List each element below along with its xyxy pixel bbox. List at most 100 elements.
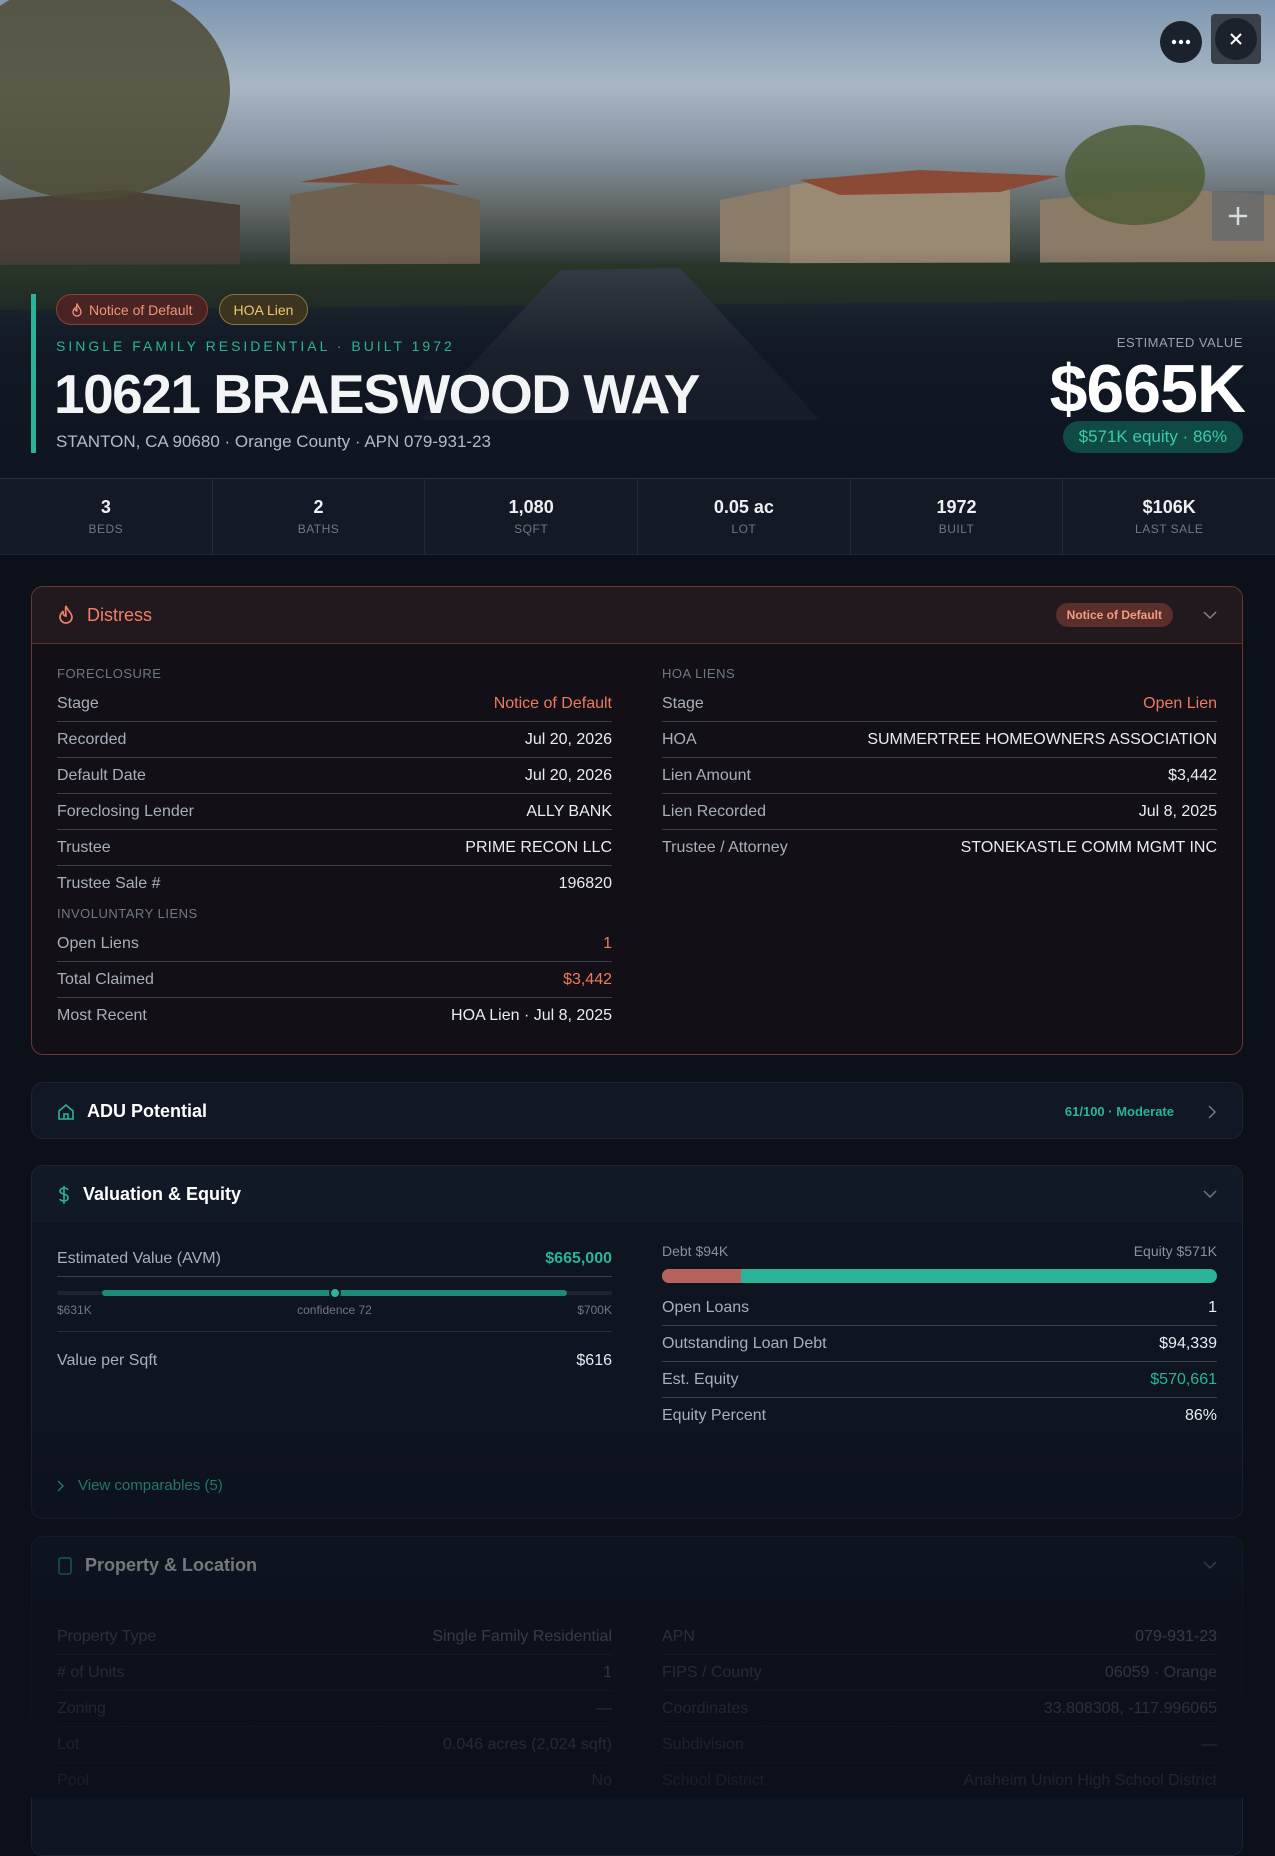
stat-value: 3 (100, 497, 111, 517)
stat: 1972 BUILT (851, 479, 1064, 554)
row-label: Lot (57, 1735, 80, 1753)
row-value: 86% (1184, 1407, 1217, 1424)
row-value: HOA Lien · Jul 8, 2025 (451, 1007, 612, 1024)
detail-row: Recorded Jul 20, 2026 (57, 722, 612, 758)
detail-row: Default Date Jul 20, 2026 (57, 758, 612, 794)
stats-bar: 3 BEDS 2 BATHS 1,080 SQFT 0.05 ac LOT 1972 BUILT $… (0, 479, 1275, 555)
row-value: PRIME RECON LLC (465, 838, 612, 856)
range-labels: $631K confidence 72 $700K (57, 1303, 612, 1317)
zoom-in-button[interactable] (1212, 191, 1264, 241)
detail-row: Subdivision — (662, 1727, 1217, 1763)
separator (57, 1331, 612, 1332)
row-label: Property Type (57, 1627, 157, 1645)
row-label: Zoning (57, 1699, 106, 1717)
row-value: 33.808308, -117.996065 (1043, 1699, 1217, 1717)
row-label: Stage (662, 694, 704, 712)
chevron-icon[interactable] (1203, 610, 1217, 620)
row-list: Open Liens 1 Total Claimed $3,442 Most Recen… (57, 926, 612, 1034)
badges: Notice of Default HOA Lien (56, 294, 309, 325)
detail-row: Foreclosing Lender ALLY BANK (57, 794, 612, 830)
plus-icon (1229, 207, 1247, 225)
row-label: Lien Amount (662, 766, 751, 784)
comparables-link[interactable]: View comparables (5) (57, 1477, 223, 1494)
debt-equity-labels: Debt $94K Equity $571K (662, 1243, 1217, 1261)
stat-label: LOT (731, 522, 757, 536)
chevron-icon[interactable] (1203, 1190, 1217, 1199)
column: Estimated Value (AVM) $665,000 $631K con… (57, 1241, 612, 1434)
more-button[interactable] (1160, 21, 1202, 63)
row-label: Lien Recorded (662, 802, 767, 820)
debt-equity-bar (662, 1269, 1217, 1283)
row-value: STONEKASTLE COMM MGMT INC (960, 839, 1217, 856)
row-label: Outstanding Loan Debt (662, 1334, 827, 1352)
column: APN 079-931-23 FIPS / County 06059 · Orange… (662, 1619, 1217, 1799)
badge: Notice of Default (56, 294, 208, 325)
close-button[interactable] (1211, 14, 1261, 64)
range-high: $700K (577, 1303, 612, 1317)
row-value: 1 (603, 934, 612, 952)
debt-label: Debt $94K (662, 1243, 729, 1259)
stat: 0.05 ac LOT (638, 479, 851, 554)
row-value: SUMMERTREE HOMEOWNERS ASSOCIATION (867, 730, 1217, 748)
hero-shade (0, 250, 1275, 478)
row-value: Jul 20, 2026 (524, 766, 612, 784)
stat-value: 1,080 (508, 497, 554, 517)
detail-row: Open Liens 1 (57, 926, 612, 962)
detail-row: Lot 0.046 acres (2,024 sqft) (57, 1727, 612, 1763)
tree (1065, 125, 1205, 225)
address-title: 10621 BRAESWOOD WAY (54, 363, 700, 425)
row-label: # of Units (57, 1663, 125, 1681)
detail-row: Outstanding Loan Debt $94,339 (662, 1326, 1217, 1362)
value-label: ESTIMATED VALUE (1116, 335, 1243, 350)
row-label: Trustee Sale # (57, 875, 161, 892)
row-value: 1 (1208, 1298, 1217, 1316)
row-value: Jul 8, 2025 (1138, 802, 1217, 820)
card-header[interactable]: Distress Notice of Default (32, 587, 1242, 644)
detail-row: Trustee / Attorney STONEKASTLE COMM MGMT … (662, 830, 1217, 866)
badge-text: HOA Lien (233, 301, 294, 318)
detail-row: Coordinates 33.808308, -117.996065 (662, 1691, 1217, 1727)
row-value: Open Lien (1143, 694, 1217, 712)
row-value: Anaheim Union High School District (963, 1772, 1217, 1789)
stat: 1,080 SQFT (425, 479, 639, 554)
row-label: Open Loans (662, 1298, 750, 1316)
address-line: STANTON, CA 90680 · Orange County · APN … (56, 432, 491, 451)
row-value: Notice of Default (493, 694, 612, 712)
chevron-icon[interactable] (1203, 1561, 1217, 1570)
stat-label: BEDS (88, 522, 124, 536)
range-marker (329, 1287, 341, 1299)
distress-card: Distress Notice of Default FORECLOSURE S… (31, 586, 1243, 1055)
row-label: Est. Equity (662, 1370, 739, 1388)
detail-row: Trustee PRIME RECON LLC (57, 830, 612, 866)
card-header[interactable]: Valuation & Equity (32, 1166, 1242, 1223)
row-label: Coordinates (662, 1699, 749, 1717)
column: HOA LIENS Stage Open Lien HOA SUMMERTREE HO… (662, 662, 1217, 1034)
detail-row: # of Units 1 (57, 1655, 612, 1691)
adu-card[interactable]: ADU Potential 61/100 · Moderate (31, 1082, 1243, 1139)
range-low: $631K (57, 1303, 92, 1317)
detail-row: Equity Percent 86% (662, 1398, 1217, 1434)
row-list: Open Loans 1 Outstanding Loan Debt $94,339 E… (662, 1290, 1217, 1434)
valuation-card: Valuation & Equity Estimated Value (AVM)… (31, 1165, 1243, 1519)
row-label: School District (662, 1772, 765, 1789)
row-value: ALLY BANK (526, 802, 612, 820)
card-header[interactable]: Property & Location (32, 1537, 1242, 1594)
detail-row: Zoning — (57, 1691, 612, 1727)
detail-row: Stage Open Lien (662, 686, 1217, 722)
detail-row: Total Claimed $3,442 (57, 962, 612, 998)
detail-row: FIPS / County 06059 · Orange (662, 1655, 1217, 1691)
row-value: No (591, 1772, 612, 1789)
more-icon (1171, 39, 1191, 45)
hero: Notice of Default HOA Lien SINGLE FAMILY… (0, 0, 1275, 479)
column: Debt $94K Equity $571K Open Loans 1 Outsta… (662, 1241, 1217, 1434)
distress-badge: Notice of Default (1055, 603, 1173, 627)
card-header[interactable]: ADU Potential 61/100 · Moderate (32, 1083, 1242, 1138)
stat-label: BUILT (938, 522, 975, 536)
flame-icon (72, 302, 82, 317)
row-value: $616 (576, 1352, 612, 1369)
photo-shape (290, 178, 480, 268)
detail-row: HOA SUMMERTREE HOMEOWNERS ASSOCIATION (662, 722, 1217, 758)
row-list: Stage Open Lien HOA SUMMERTREE HOMEOWNERS A… (662, 686, 1217, 866)
link-text: View comparables (5) (78, 1477, 223, 1494)
row-value: 079-931-23 (1135, 1627, 1217, 1645)
